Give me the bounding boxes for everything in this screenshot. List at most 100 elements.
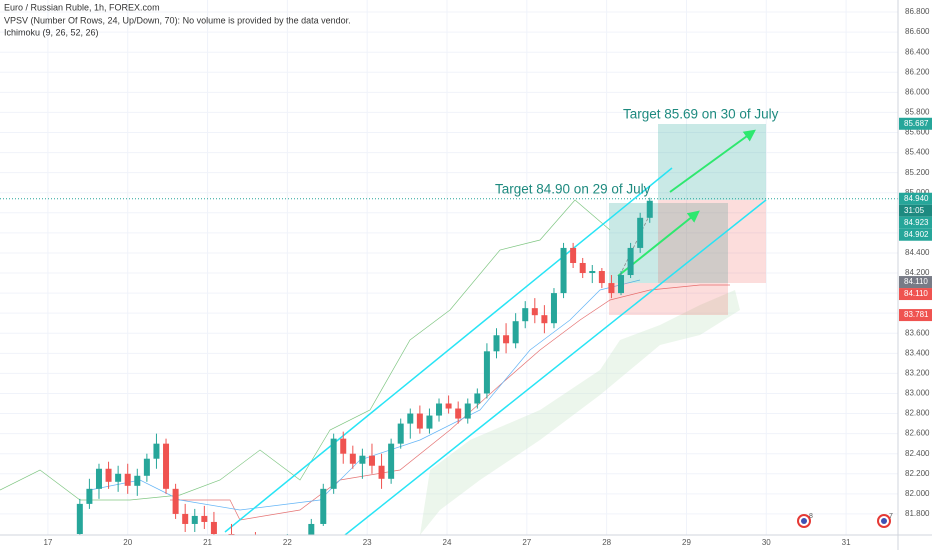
candle-body bbox=[426, 415, 433, 429]
candle-body bbox=[320, 488, 327, 524]
y-tick-label: 85.200 bbox=[905, 168, 930, 177]
x-tick-label: 24 bbox=[443, 538, 452, 547]
candle-body bbox=[388, 443, 395, 479]
price-label-bg bbox=[899, 216, 932, 229]
candle-body bbox=[210, 521, 217, 534]
candle-body bbox=[550, 293, 557, 324]
candle-body bbox=[143, 458, 150, 476]
candle-body bbox=[330, 438, 337, 489]
x-tick-label: 23 bbox=[363, 538, 372, 547]
candle-body bbox=[163, 443, 170, 489]
candle-body bbox=[637, 217, 644, 248]
y-tick-label: 85.800 bbox=[905, 108, 930, 117]
price-label-bg bbox=[899, 288, 932, 301]
ichimoku-cloud bbox=[420, 290, 740, 535]
badge-count: 8 bbox=[809, 513, 813, 520]
price-label-bg bbox=[899, 276, 932, 289]
candle-body bbox=[340, 438, 347, 454]
indicator-legend: Ichimoku (9, 26, 52, 26) bbox=[4, 27, 99, 37]
candle-body bbox=[531, 308, 538, 316]
price-label-bg bbox=[899, 228, 932, 241]
y-tick-label: 81.800 bbox=[905, 509, 930, 518]
y-tick-label: 84.200 bbox=[905, 268, 930, 277]
candle-body bbox=[598, 271, 605, 284]
candle-body bbox=[512, 321, 519, 344]
price-label: 84.940 bbox=[904, 194, 929, 203]
candle-body bbox=[134, 475, 141, 486]
candle-body bbox=[105, 468, 112, 482]
y-tick-label: 82.400 bbox=[905, 449, 930, 458]
candle-body bbox=[368, 455, 375, 466]
candle-body bbox=[76, 503, 83, 534]
channel-line bbox=[344, 199, 767, 535]
price-label-bg bbox=[899, 117, 932, 130]
y-tick-label: 86.800 bbox=[905, 7, 930, 16]
x-tick-label: 28 bbox=[602, 538, 611, 547]
price-label-bg bbox=[899, 204, 932, 217]
price-label: 84.110 bbox=[904, 289, 928, 298]
y-tick-label: 85.000 bbox=[905, 188, 930, 197]
y-tick-label: 86.000 bbox=[905, 87, 930, 96]
channel-line bbox=[224, 167, 673, 533]
candle-body bbox=[172, 488, 179, 514]
candle-body bbox=[182, 513, 189, 524]
y-tick-label: 83.400 bbox=[905, 348, 930, 357]
candle-body bbox=[308, 523, 315, 535]
y-tick-label: 86.200 bbox=[905, 67, 930, 76]
indicator-legend: VPSV (Number Of Rows, 24, Up/Down, 70): … bbox=[4, 15, 351, 25]
candle-body bbox=[86, 488, 93, 504]
badge-count: 7 bbox=[889, 513, 893, 520]
badge: 8 bbox=[797, 513, 813, 528]
candle-body bbox=[228, 533, 235, 535]
candle-body bbox=[570, 247, 577, 263]
candle-body bbox=[252, 539, 258, 544]
candle-body bbox=[124, 473, 131, 486]
candle-body bbox=[349, 453, 356, 464]
y-tick-label: 85.400 bbox=[905, 148, 930, 157]
price-label: 84.902 bbox=[904, 230, 929, 239]
price-label: 84.110 bbox=[904, 277, 928, 286]
x-tick-label: 17 bbox=[43, 538, 52, 547]
x-tick-label: 21 bbox=[203, 538, 212, 547]
price-label: 85.687 bbox=[904, 119, 929, 128]
y-tick-label: 82.600 bbox=[905, 429, 930, 438]
y-tick-label: 82.800 bbox=[905, 409, 930, 418]
grid bbox=[0, 0, 898, 535]
candle-body bbox=[397, 423, 404, 444]
ichimoku-lagging bbox=[0, 199, 611, 501]
candle-body bbox=[464, 403, 471, 419]
price-label: 84.923 bbox=[904, 218, 929, 227]
x-tick-label: 31 bbox=[842, 538, 851, 547]
candle-body bbox=[579, 262, 586, 274]
y-tick-label: 83.600 bbox=[905, 328, 930, 337]
candle-body bbox=[493, 335, 500, 352]
candle-body bbox=[589, 271, 596, 274]
arrow bbox=[669, 129, 756, 193]
price-label: 31:05 bbox=[904, 206, 925, 215]
candle-body bbox=[608, 283, 615, 294]
candle-body bbox=[483, 351, 490, 394]
x-tick-label: 22 bbox=[283, 538, 292, 547]
candle-body bbox=[416, 413, 423, 429]
badge: 7 bbox=[877, 513, 893, 528]
x-tick-label: 20 bbox=[123, 538, 132, 547]
y-tick-label: 83.200 bbox=[905, 369, 930, 378]
candles bbox=[76, 197, 653, 544]
candle-body bbox=[201, 515, 208, 522]
projection bbox=[619, 209, 653, 276]
y-tick-label: 84.400 bbox=[905, 248, 930, 257]
candle-body bbox=[455, 408, 462, 419]
y-tick-label: 83.000 bbox=[905, 389, 930, 398]
x-tick-label: 27 bbox=[522, 538, 531, 547]
axes: 81.800 82.000 82.200 82.400 82.600 82.800 83.0… bbox=[43, 7, 932, 547]
candle-body bbox=[522, 308, 529, 322]
chart-title: Euro / Russian Ruble, 1h, FOREX.com bbox=[4, 2, 160, 12]
y-tick-label: 86.400 bbox=[905, 47, 930, 56]
candle-body bbox=[115, 473, 122, 482]
candle-body bbox=[153, 443, 160, 459]
candle-body bbox=[503, 335, 510, 344]
ichimoku-base bbox=[170, 284, 730, 521]
candle-body bbox=[378, 465, 385, 479]
y-tick-label: 86.600 bbox=[905, 27, 930, 36]
